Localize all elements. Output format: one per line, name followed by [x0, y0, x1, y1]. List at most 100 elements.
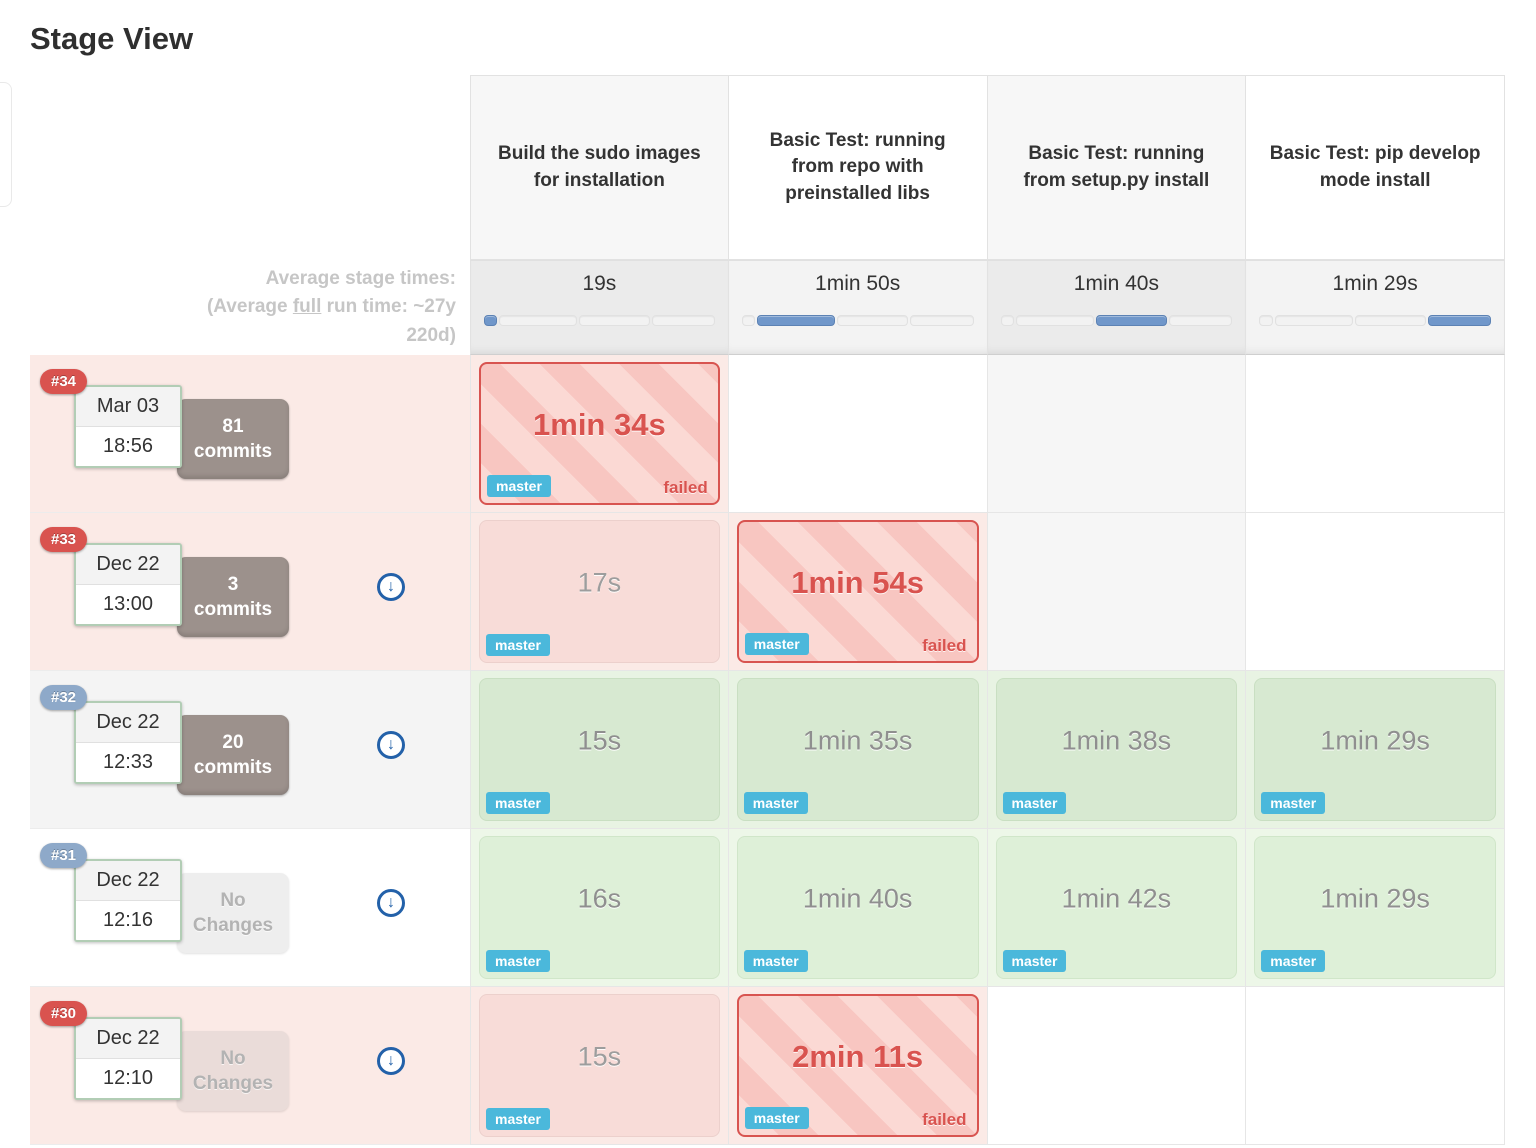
stage-cell: 1min 54s master failed [728, 513, 988, 671]
stage-result-box[interactable]: 15s master [479, 678, 720, 821]
build-info-31: #31 Dec 22 12:16 No Changes ↓ [30, 829, 470, 987]
branch-badge: master [486, 634, 550, 656]
average-full-run-time-line2: 220d) [406, 324, 456, 346]
build-time: 13:00 [76, 585, 180, 624]
stage-cell: 1min 42s master [987, 829, 1247, 987]
stage-cell-empty [1246, 513, 1505, 671]
build-number-badge[interactable]: #34 [40, 369, 88, 394]
stage-result-box[interactable]: 17s master [479, 520, 720, 663]
build-number-badge[interactable]: #31 [40, 843, 88, 868]
build-info-33: #33 Dec 22 13:00 3 commits ↓ [30, 513, 470, 671]
stage-average-cell: 1min 29s [1246, 260, 1505, 355]
build-no-changes-badge: No Changes [177, 873, 289, 953]
build-datetime[interactable]: Dec 22 12:33 [74, 701, 182, 784]
build-datetime[interactable]: Dec 22 12:16 [74, 859, 182, 942]
stage-average-cell: 19s [470, 260, 729, 355]
build-date: Dec 22 [76, 703, 180, 743]
changes-label: commits [193, 440, 273, 462]
changes-count: 81 [222, 415, 244, 437]
changes-count: No [220, 889, 246, 911]
download-artifacts-icon[interactable]: ↓ [377, 1047, 405, 1075]
bar-segment [1016, 315, 1095, 326]
build-number-badge[interactable]: #33 [40, 527, 88, 552]
failed-label: failed [922, 636, 967, 655]
build-number-badge[interactable]: #30 [40, 1001, 88, 1026]
stage-time-bar [484, 315, 715, 326]
stage-header-build-sudo: Build the sudo images for installation [470, 75, 729, 260]
stage-header-label: Basic Test: running from setup.py instal… [1023, 142, 1210, 191]
bar-segment [1274, 315, 1353, 326]
branch-badge: master [1261, 950, 1326, 972]
stage-cell: 1min 34s master failed [470, 355, 729, 513]
stage-cell: 15s master [470, 987, 729, 1145]
build-datetime[interactable]: Dec 22 12:10 [74, 1017, 182, 1100]
branch-badge: master [1002, 792, 1067, 814]
build-changes-badge[interactable]: 3 commits [177, 557, 289, 637]
build-number-badge[interactable]: #32 [40, 685, 88, 710]
branch-badge: master [487, 475, 551, 497]
stage-header-label: Build the sudo images for installation [498, 142, 701, 191]
stage-result-box[interactable]: 2min 11s master failed [736, 994, 979, 1137]
stage-result-box[interactable]: 15s master [479, 994, 720, 1137]
stage-cell-empty [1246, 355, 1505, 513]
stage-result-box[interactable]: 1min 35s master [736, 678, 979, 821]
bar-segment [1096, 315, 1168, 326]
changes-label: Changes [192, 914, 274, 936]
stage-cell: 1min 29s master [1246, 671, 1505, 829]
average-stage-times-line: Average stage times: [265, 267, 456, 289]
stage-result-box[interactable]: 1min 54s master failed [736, 520, 979, 663]
stage-cell: 17s master [470, 513, 729, 671]
stage-time-bar [741, 315, 974, 326]
table-corner-spacer [30, 75, 470, 260]
branch-badge: master [743, 792, 808, 814]
average-times-caption: Average stage times: (Average full run t… [30, 260, 470, 355]
stage-header-basic-test-repo: Basic Test: running from repo with prein… [728, 75, 988, 260]
bar-segment [910, 315, 974, 326]
build-changes-badge[interactable]: 20 commits [177, 715, 289, 795]
branch-badge: master [486, 1108, 550, 1130]
download-artifacts-icon[interactable]: ↓ [377, 573, 405, 601]
build-datetime[interactable]: Mar 03 18:56 [74, 385, 182, 468]
failed-label: failed [922, 1110, 967, 1129]
build-date: Dec 22 [76, 861, 180, 901]
build-info-32: #32 Dec 22 12:33 20 commits ↓ [30, 671, 470, 829]
stage-duration: 15s [577, 725, 622, 756]
bar-segment [499, 315, 578, 326]
bar-segment [757, 315, 836, 326]
cutoff-panel-edge [0, 82, 12, 207]
stage-result-box[interactable]: 1min 34s master failed [479, 362, 720, 505]
bar-segment [484, 315, 498, 326]
page-title: Stage View [30, 20, 194, 56]
stage-duration: 16s [577, 883, 622, 914]
failed-label: failed [663, 478, 708, 497]
stage-result-box[interactable]: 1min 29s master [1254, 836, 1496, 979]
stage-average-cell: 1min 40s [987, 260, 1247, 355]
branch-badge: master [1261, 792, 1326, 814]
full-link[interactable]: full [292, 296, 322, 318]
branch-badge: master [486, 950, 550, 972]
stage-cell: 1min 35s master [728, 671, 988, 829]
stage-duration: 1min 29s [1320, 883, 1430, 914]
build-changes-badge[interactable]: 81 commits [177, 399, 289, 479]
stage-result-box[interactable]: 16s master [479, 836, 720, 979]
stage-duration: 1min 29s [1320, 725, 1430, 756]
stage-result-box[interactable]: 1min 42s master [995, 836, 1238, 979]
stage-time-bar [1000, 315, 1233, 326]
stage-result-box[interactable]: 1min 40s master [736, 836, 979, 979]
bar-segment [1000, 315, 1015, 326]
changes-label: commits [193, 598, 273, 620]
stage-average-cell: 1min 50s [728, 260, 988, 355]
branch-badge: master [486, 792, 550, 814]
bar-segment [837, 315, 909, 326]
stage-cell-empty [987, 987, 1247, 1145]
stage-header-label: Basic Test: pip develop mode install [1269, 142, 1481, 191]
build-datetime[interactable]: Dec 22 13:00 [74, 543, 182, 626]
stage-result-box[interactable]: 1min 29s master [1254, 678, 1496, 821]
stage-average-time: 1min 40s [1073, 272, 1159, 295]
download-artifacts-icon[interactable]: ↓ [377, 889, 405, 917]
stage-result-box[interactable]: 1min 38s master [995, 678, 1238, 821]
average-full-run-time-line: (Average full run time: ~27y [206, 296, 456, 318]
bar-segment [651, 315, 715, 326]
bar-segment [579, 315, 650, 326]
download-artifacts-icon[interactable]: ↓ [377, 731, 405, 759]
